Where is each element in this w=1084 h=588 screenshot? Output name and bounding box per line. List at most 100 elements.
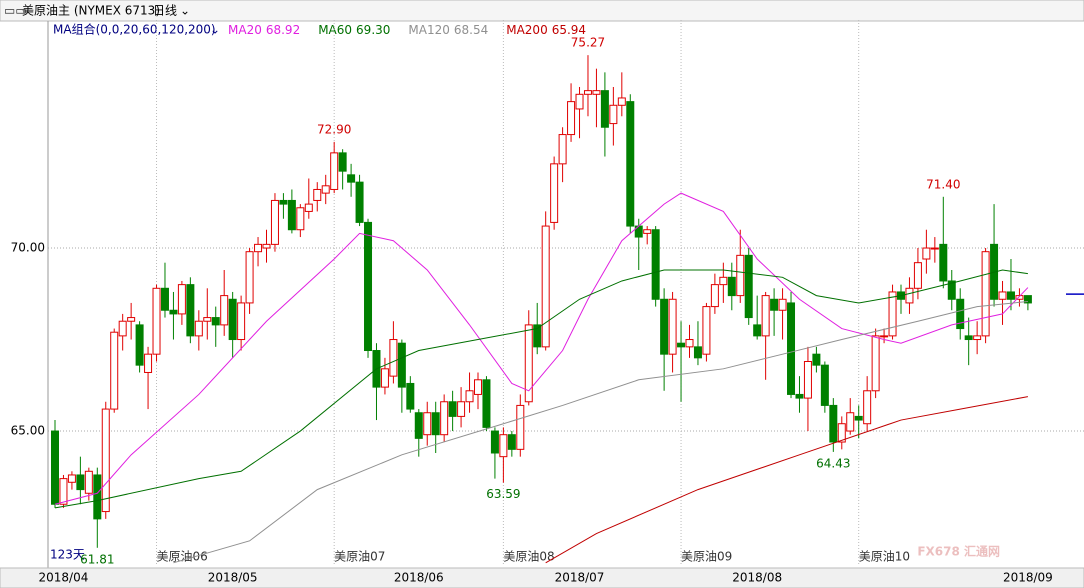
candle-body	[76, 474, 85, 491]
candle-body	[414, 412, 423, 439]
candle-body	[211, 317, 220, 326]
candle-body	[617, 97, 626, 106]
candle-body	[651, 229, 660, 300]
candle-body	[702, 306, 711, 355]
candle-body	[110, 331, 119, 410]
ma-group[interactable]: MA组合(0,0,20,60,120,200)	[53, 22, 216, 37]
candle-body	[829, 404, 838, 443]
header-bar	[0, 0, 1084, 22]
candle-body	[262, 243, 271, 249]
candle-body	[177, 284, 186, 315]
candle-body	[981, 251, 990, 337]
candle-body	[753, 324, 762, 337]
candle-body	[406, 382, 415, 410]
candle-body	[795, 393, 804, 399]
candle-body	[93, 474, 102, 520]
legend-value: 68.54	[454, 23, 488, 37]
candle-body	[947, 280, 956, 300]
candle-body	[803, 360, 812, 399]
contract-label: 美原油06	[157, 550, 208, 564]
candle-body	[220, 295, 229, 326]
candle-body	[871, 335, 880, 392]
candle-body	[194, 320, 203, 337]
candle-body	[583, 90, 592, 95]
candle-body	[389, 339, 398, 377]
candle-body	[152, 287, 161, 355]
candle-body	[67, 474, 76, 483]
candle-body	[558, 134, 567, 165]
period[interactable]: 日线	[153, 4, 177, 18]
ma-line	[545, 396, 1028, 564]
candle-body	[956, 298, 965, 330]
candle-body	[567, 101, 576, 136]
candle-body	[338, 152, 347, 172]
legend-entry: MA120 68.54	[408, 23, 488, 37]
candle-body	[245, 251, 254, 304]
candle-body	[423, 412, 432, 436]
candle-body	[592, 90, 601, 95]
candle-body	[922, 247, 931, 260]
candle-body	[270, 199, 279, 245]
candle-body	[465, 390, 474, 403]
candle-body	[677, 342, 686, 348]
candle-body	[770, 298, 779, 311]
legend-name: MA120	[408, 23, 449, 37]
ma-line	[54, 269, 1028, 509]
candle-body	[279, 199, 288, 205]
candle-body	[296, 207, 305, 231]
candle-body	[440, 401, 449, 436]
candle-body	[964, 335, 973, 341]
candle-body	[524, 324, 533, 403]
candle-body	[380, 368, 389, 388]
candle-body	[888, 291, 897, 337]
candle-body	[51, 430, 59, 505]
watermark: FX678 汇通网	[917, 544, 1000, 559]
candle-body	[448, 401, 457, 417]
candle-body	[787, 302, 796, 395]
candle-body	[643, 229, 652, 234]
candle-body	[59, 478, 68, 505]
candle-body	[1023, 295, 1032, 304]
ma-line	[54, 192, 1029, 505]
candle-body	[1006, 291, 1015, 300]
candle-body	[744, 254, 753, 319]
ma-chevron[interactable]: ⌄	[210, 23, 220, 37]
legend-value: 65.94	[552, 23, 586, 37]
candle-body	[482, 379, 491, 428]
days-label: 123天	[50, 548, 85, 562]
candle-body	[499, 434, 508, 458]
candle-body	[474, 379, 482, 395]
candle-body	[364, 221, 373, 352]
extreme-label: 63.59	[486, 487, 520, 501]
candle-body	[397, 342, 406, 388]
x-tick-label: 2018/07	[555, 571, 605, 585]
candle-body	[118, 320, 127, 337]
candle-body	[160, 287, 169, 311]
candle-body	[736, 254, 745, 297]
candle-body	[609, 104, 618, 125]
x-tick-label: 2018/05	[208, 571, 258, 585]
candle-body	[237, 302, 246, 341]
legend-value: 69.30	[356, 23, 390, 37]
candle-body	[668, 298, 677, 355]
extreme-label: 71.40	[926, 177, 960, 191]
legend-entry: MA20 68.92	[228, 23, 300, 37]
candle-body	[550, 163, 559, 223]
menu-icon[interactable]: ▭▭	[4, 4, 27, 18]
candle-body	[516, 404, 525, 450]
candle-body	[973, 335, 982, 341]
candle-body	[1015, 295, 1024, 300]
candle-body	[820, 364, 829, 406]
instrument-title[interactable]: 美原油主 (NYMEX 6713)	[22, 4, 160, 18]
candle-body	[431, 412, 440, 436]
period-chevron[interactable]: ⌄	[180, 4, 190, 18]
candle-body	[600, 90, 609, 128]
candle-body	[778, 298, 787, 311]
contract-label: 美原油07	[334, 550, 385, 564]
candle-body	[541, 225, 550, 348]
candle-body	[998, 291, 1007, 300]
candle-body	[863, 390, 872, 425]
extreme-label: 61.81	[80, 552, 114, 566]
candle-body	[135, 324, 144, 366]
